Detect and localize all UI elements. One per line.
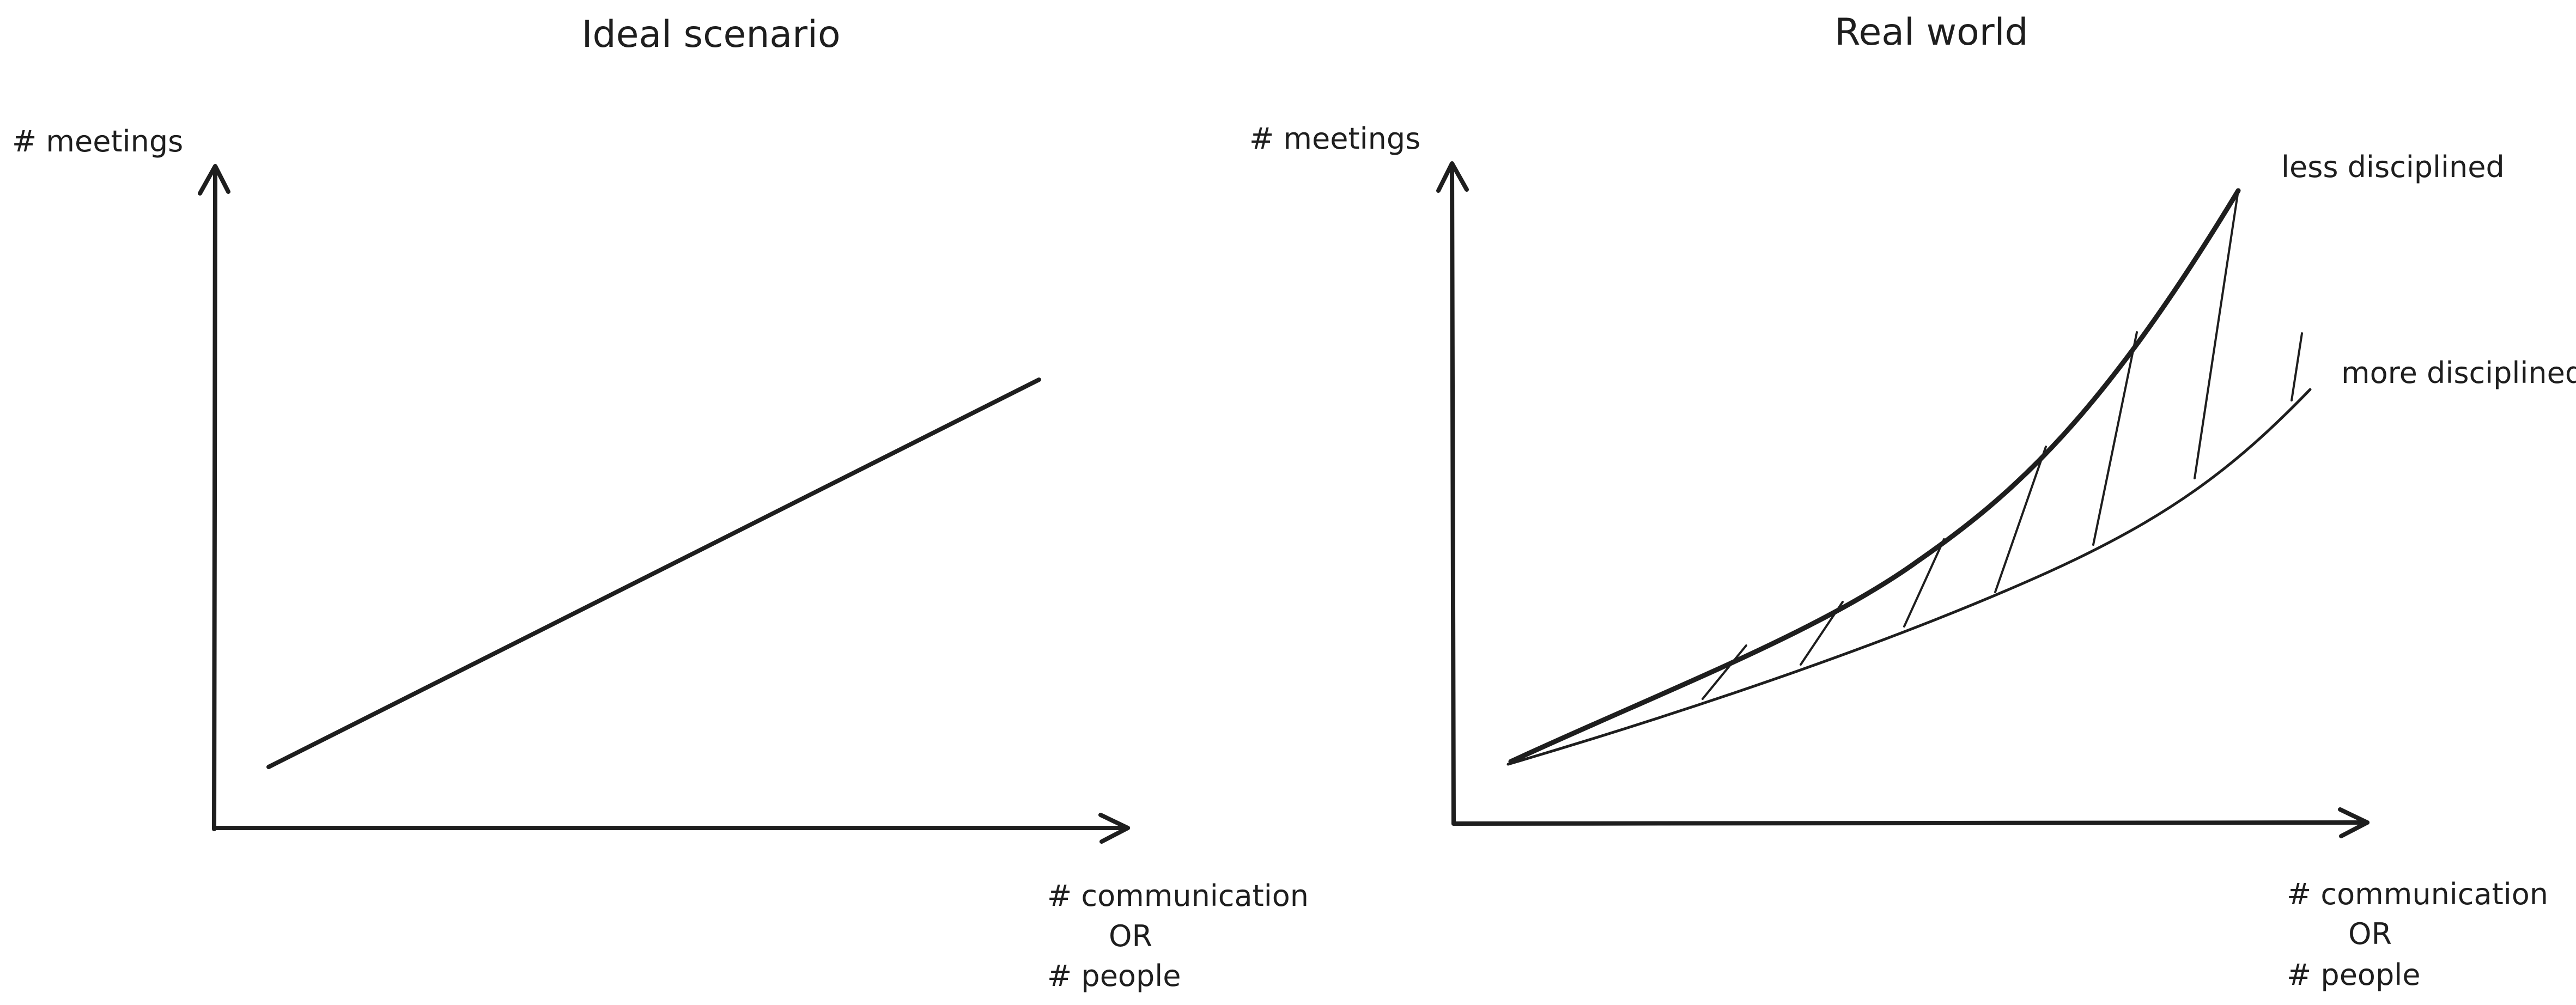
hatch-line — [2194, 190, 2239, 479]
less-disciplined-curve — [1508, 188, 2241, 764]
hatch-line — [1994, 446, 2047, 593]
ideal-y-axis — [212, 167, 217, 831]
real-world-title: Real world — [1834, 11, 2028, 54]
more-disciplined-curve — [1506, 388, 2312, 766]
real-x-axis-arrowhead — [2338, 807, 2370, 838]
less-disciplined-label: less disciplined — [2281, 150, 2505, 184]
hatch-line — [2291, 332, 2303, 401]
ideal-scenario-panel: Ideal scenario # meetings # communicatio… — [12, 13, 1309, 993]
real-x-axis-label-line2: OR — [2348, 917, 2392, 951]
real-x-axis-label-line1: # communication — [2287, 877, 2548, 911]
disciplined-gap-hatching — [1702, 190, 2303, 700]
hatch-line — [1903, 538, 1945, 628]
ideal-x-axis-label-line3: # people — [1047, 959, 1181, 993]
ideal-x-axis-label-line2: OR — [1109, 919, 1152, 953]
ideal-linear-line — [266, 377, 1041, 769]
ideal-y-axis-arrowhead — [198, 164, 230, 196]
real-y-axis-label: # meetings — [1249, 121, 1420, 156]
ideal-x-axis-arrowhead — [1098, 813, 1130, 844]
real-y-axis — [1450, 164, 1456, 826]
real-x-axis-label-line3: # people — [2287, 958, 2420, 992]
real-x-axis — [1451, 820, 2370, 826]
ideal-y-axis-label: # meetings — [12, 124, 183, 159]
hatch-line — [2092, 331, 2138, 546]
real-world-panel: Real world # meetings less disciplined m… — [1249, 11, 2576, 992]
real-y-axis-arrowhead — [1436, 161, 1469, 193]
hatch-line — [1702, 644, 1747, 700]
ideal-scenario-title: Ideal scenario — [581, 13, 840, 56]
more-disciplined-label: more disciplined — [2341, 356, 2576, 390]
ideal-x-axis-label-line1: # communication — [1047, 879, 1309, 913]
